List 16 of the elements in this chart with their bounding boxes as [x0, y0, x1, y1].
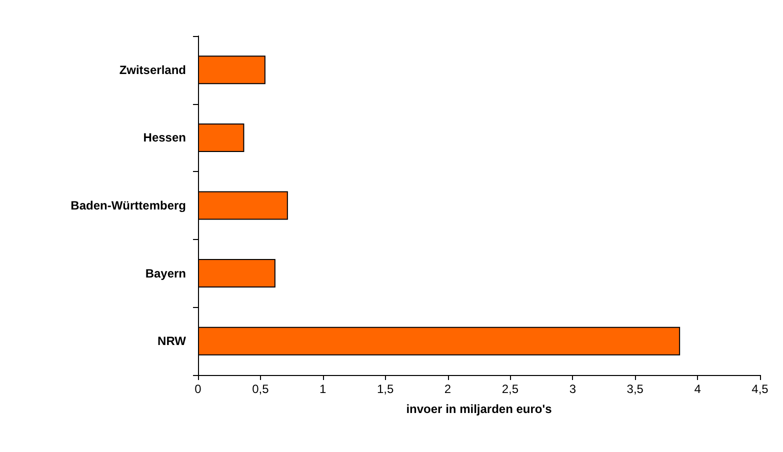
x-tick-label: 1,5: [376, 382, 394, 396]
x-tick-label: 2,5: [502, 382, 519, 396]
y-tick-label: Hessen: [143, 130, 186, 145]
y-tick-label: Zwitserland: [119, 62, 186, 77]
x-tick-label: 4,5: [752, 382, 769, 396]
x-axis-title: invoer in miljarden euro's: [406, 402, 552, 416]
x-tick-label: 1: [320, 382, 327, 396]
y-tick-label: Bayern: [145, 266, 186, 280]
x-tick-label: 3,5: [626, 382, 644, 396]
y-tick-label: Baden-Württemberg: [70, 198, 186, 212]
x-tick-label: 2: [444, 382, 452, 396]
x-tick-label: 3: [569, 382, 576, 396]
x-tick-label: 0,5: [252, 382, 270, 396]
y-tick-label: NRW: [158, 334, 187, 348]
x-tick-label: 0: [194, 382, 202, 396]
x-tick-label: 4: [694, 382, 702, 396]
